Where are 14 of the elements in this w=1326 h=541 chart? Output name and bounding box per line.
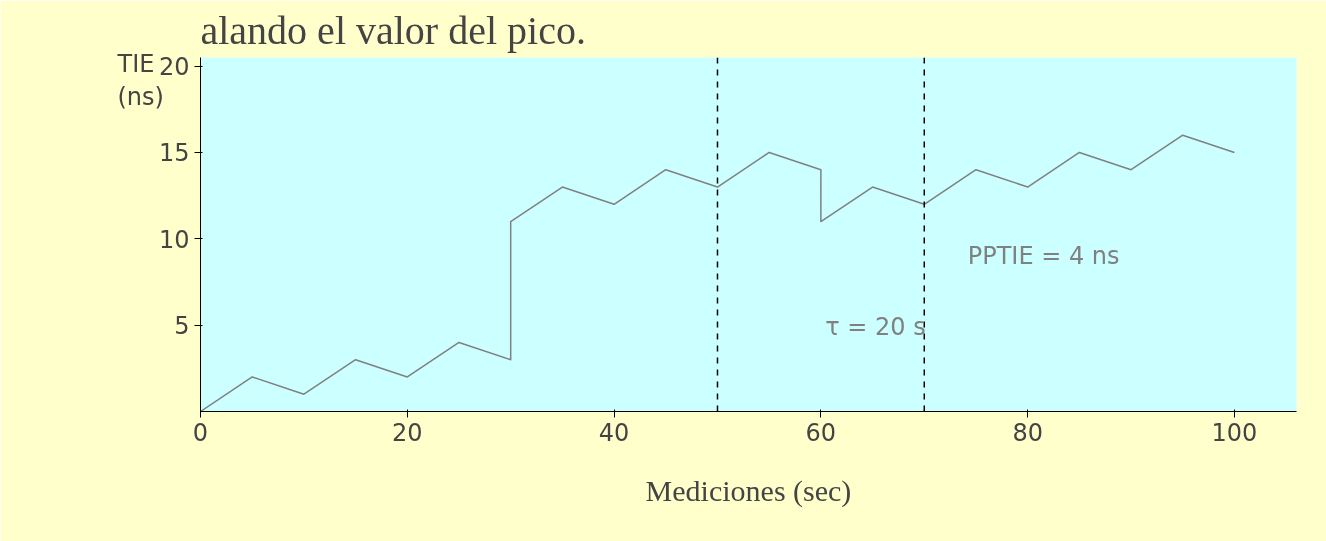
line-series [200, 134, 1236, 412]
x-tick-label: 0 [192, 418, 209, 447]
x-tick-label: 100 [1211, 418, 1258, 447]
x-tick-label: 20 [392, 418, 423, 447]
y-tick-label: 15 [158, 139, 190, 168]
x-tick-label: 80 [1012, 418, 1043, 447]
chart-title: alando el valor del pico. [200, 7, 586, 53]
annotation: τ = 20 s [825, 312, 926, 341]
y-tick-label: 5 [174, 312, 190, 341]
y-tick-label: 10 [158, 225, 190, 254]
x-tick-label: 60 [805, 418, 837, 447]
x-tick-label: 40 [598, 418, 630, 447]
x-axis-title: Mediciones (sec) [645, 473, 852, 508]
annotation: PPTIE = 4 ns [967, 241, 1120, 270]
